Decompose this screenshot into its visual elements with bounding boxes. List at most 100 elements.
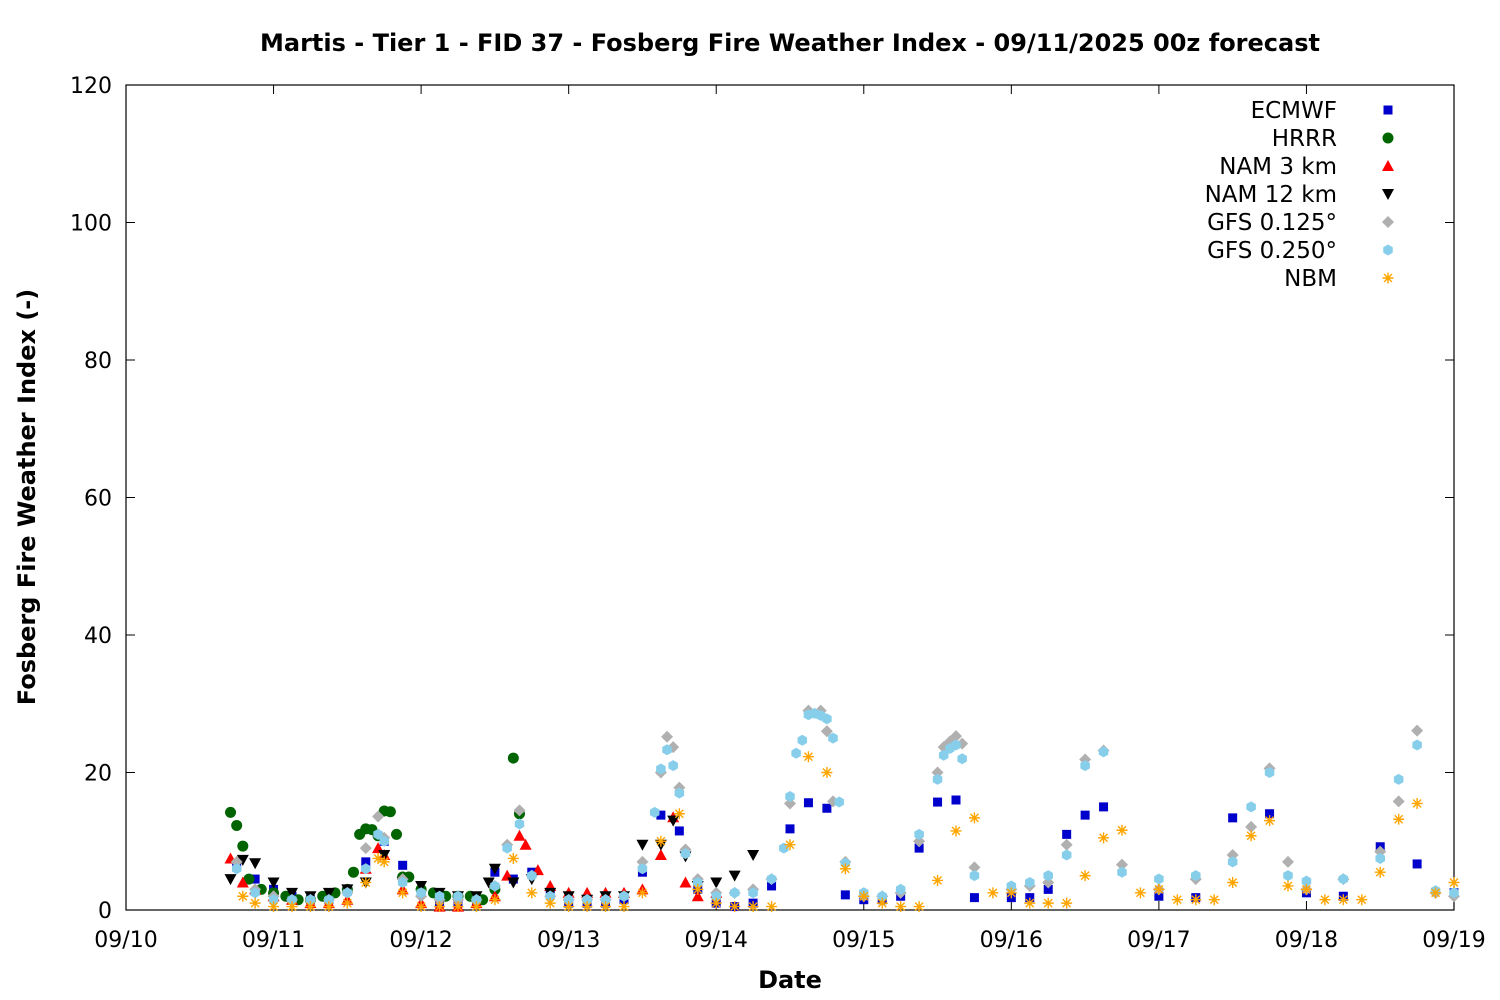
- data-point: [662, 744, 672, 756]
- data-point: [1080, 760, 1090, 772]
- legend-marker: [1383, 244, 1393, 256]
- data-point: [250, 887, 260, 899]
- data-point: [1228, 813, 1238, 823]
- data-point: [489, 894, 501, 906]
- data-point: [1190, 894, 1202, 906]
- data-point: [507, 752, 519, 764]
- data-point: [482, 877, 495, 889]
- data-point: [1245, 820, 1258, 833]
- data-point: [513, 804, 526, 817]
- data-point: [514, 818, 525, 830]
- data-point: [802, 751, 814, 763]
- data-point: [728, 870, 741, 882]
- data-point: [563, 901, 575, 913]
- data-point: [858, 890, 870, 902]
- data-point: [236, 854, 249, 866]
- y-tick-label: 120: [70, 74, 112, 99]
- data-point: [1061, 849, 1072, 861]
- data-point: [619, 890, 629, 902]
- data-point: [1043, 870, 1053, 882]
- data-point: [361, 863, 371, 875]
- data-point: [1282, 880, 1294, 892]
- data-point: [933, 797, 943, 807]
- data-point: [305, 894, 316, 906]
- data-point: [373, 828, 383, 840]
- data-point: [840, 890, 850, 900]
- data-point: [224, 874, 237, 886]
- data-point: [286, 887, 298, 899]
- plot-frame: [125, 84, 1455, 911]
- data-point: [950, 730, 962, 743]
- x-axis-label: Date: [758, 966, 822, 994]
- data-point: [1098, 832, 1110, 844]
- legend-label: ECMWF: [1251, 98, 1337, 124]
- data-point: [490, 880, 500, 892]
- data-point: [1448, 877, 1460, 888]
- data-point: [1246, 801, 1256, 813]
- data-point: [895, 901, 907, 913]
- data-point: [1264, 815, 1276, 827]
- data-point: [673, 808, 685, 820]
- legend-label: NBM: [1284, 266, 1337, 292]
- data-point: [230, 855, 243, 868]
- x-tick-label: 09/15: [832, 928, 895, 953]
- x-tick-label: 09/11: [242, 928, 305, 953]
- data-point: [415, 880, 428, 892]
- data-point: [636, 839, 649, 851]
- legend-marker: [1382, 132, 1394, 144]
- y-tick-label: 80: [84, 349, 112, 374]
- data-point: [304, 901, 316, 913]
- data-point: [1265, 809, 1275, 819]
- data-point: [507, 852, 519, 864]
- data-point: [766, 901, 778, 913]
- data-point: [582, 894, 592, 906]
- data-point: [729, 887, 740, 899]
- data-point: [1411, 724, 1424, 737]
- data-point: [347, 866, 359, 878]
- data-point: [342, 887, 353, 899]
- data-point: [661, 730, 674, 743]
- x-tick-label: 09/13: [537, 928, 600, 953]
- data-point: [416, 887, 426, 899]
- data-point: [231, 819, 243, 831]
- data-point: [618, 901, 630, 913]
- data-point: [914, 828, 924, 840]
- data-point: [372, 810, 385, 823]
- data-point: [680, 848, 691, 860]
- data-point: [1098, 746, 1109, 758]
- data-point: [797, 734, 808, 746]
- data-point: [710, 897, 722, 909]
- data-point: [1319, 894, 1331, 906]
- y-tick-label: 60: [84, 487, 112, 512]
- data-point: [747, 850, 760, 861]
- data-point: [1264, 767, 1275, 778]
- data-point: [877, 890, 887, 902]
- data-point: [513, 829, 526, 841]
- legend-label: NAM 12 km: [1205, 182, 1337, 208]
- data-point: [502, 842, 512, 854]
- y-tick-label: 0: [98, 899, 112, 924]
- data-point: [932, 874, 944, 886]
- data-point: [747, 901, 759, 913]
- data-point: [1006, 880, 1017, 892]
- data-point: [876, 897, 888, 909]
- data-point: [1042, 876, 1055, 889]
- data-point: [931, 766, 944, 779]
- data-point: [1393, 773, 1404, 785]
- data-point: [453, 890, 463, 902]
- data-point: [692, 883, 704, 895]
- data-point: [710, 877, 723, 889]
- y-tick-label: 100: [70, 212, 112, 237]
- data-point: [1042, 897, 1054, 909]
- data-point: [748, 887, 758, 899]
- data-point: [249, 897, 261, 909]
- data-point: [711, 890, 721, 902]
- data-point: [434, 901, 446, 913]
- data-point: [600, 901, 612, 913]
- data-point: [372, 852, 384, 864]
- data-point: [1227, 856, 1238, 868]
- data-point: [1080, 810, 1090, 820]
- data-point: [1171, 894, 1183, 906]
- data-point: [914, 843, 924, 853]
